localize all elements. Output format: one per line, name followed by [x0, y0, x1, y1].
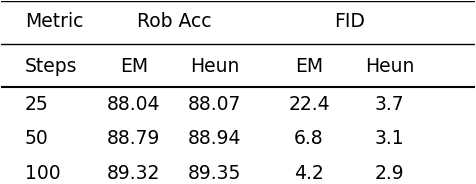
- Text: EM: EM: [295, 57, 323, 76]
- Text: FID: FID: [334, 13, 365, 31]
- Text: 50: 50: [25, 129, 49, 148]
- Text: Steps: Steps: [25, 57, 78, 76]
- Text: 100: 100: [25, 164, 60, 183]
- Text: 2.9: 2.9: [375, 164, 404, 183]
- Text: 6.8: 6.8: [294, 129, 324, 148]
- Text: 88.79: 88.79: [107, 129, 160, 148]
- Text: Metric: Metric: [25, 13, 83, 31]
- Text: 3.1: 3.1: [375, 129, 404, 148]
- Text: 89.32: 89.32: [107, 164, 160, 183]
- Text: EM: EM: [120, 57, 148, 76]
- Text: 88.07: 88.07: [188, 95, 241, 114]
- Text: 3.7: 3.7: [375, 95, 404, 114]
- Text: Heun: Heun: [189, 57, 239, 76]
- Text: Heun: Heun: [365, 57, 414, 76]
- Text: 88.04: 88.04: [107, 95, 160, 114]
- Text: Rob Acc: Rob Acc: [137, 13, 211, 31]
- Text: 89.35: 89.35: [188, 164, 241, 183]
- Text: 4.2: 4.2: [294, 164, 324, 183]
- Text: 22.4: 22.4: [288, 95, 330, 114]
- Text: 25: 25: [25, 95, 49, 114]
- Text: 88.94: 88.94: [188, 129, 241, 148]
